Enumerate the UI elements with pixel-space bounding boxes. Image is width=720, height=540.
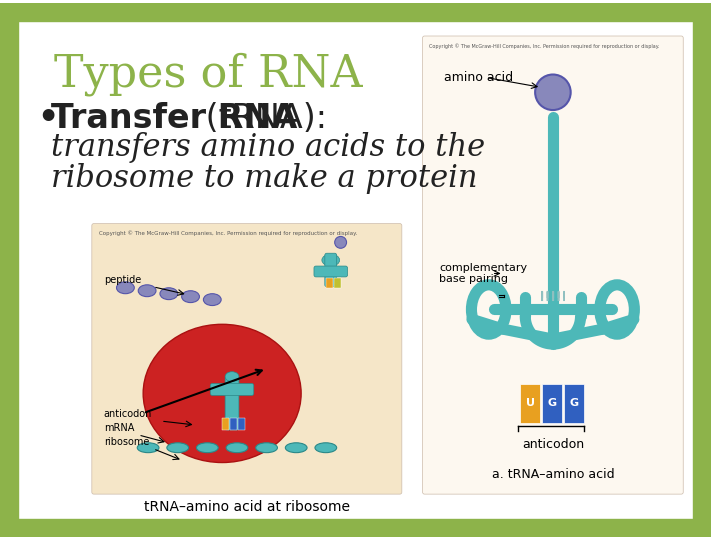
Text: •: • bbox=[37, 102, 59, 135]
Ellipse shape bbox=[285, 443, 307, 453]
Text: ribosome to make a protein: ribosome to make a protein bbox=[51, 164, 478, 194]
Bar bbox=[0, 519, 711, 537]
Text: (tRNA):: (tRNA): bbox=[194, 102, 326, 135]
Text: Types of RNA: Types of RNA bbox=[54, 53, 363, 97]
Ellipse shape bbox=[197, 443, 218, 453]
Ellipse shape bbox=[225, 372, 239, 382]
Ellipse shape bbox=[143, 325, 301, 463]
Bar bbox=[521, 383, 540, 423]
Bar bbox=[564, 383, 583, 423]
Ellipse shape bbox=[335, 237, 346, 248]
Text: tRNA–amino acid at ribosome: tRNA–amino acid at ribosome bbox=[144, 500, 350, 514]
Bar bbox=[542, 383, 562, 423]
Ellipse shape bbox=[181, 291, 199, 302]
Bar bbox=[333, 278, 341, 288]
Bar bbox=[693, 3, 711, 537]
Bar bbox=[238, 418, 245, 430]
FancyBboxPatch shape bbox=[314, 266, 348, 277]
Text: Copyright © The McGraw-Hill Companies, Inc. Permission required for reproduction: Copyright © The McGraw-Hill Companies, I… bbox=[99, 231, 357, 236]
Bar bbox=[326, 278, 333, 288]
FancyBboxPatch shape bbox=[225, 376, 239, 430]
Text: transfers amino acids to the: transfers amino acids to the bbox=[51, 132, 485, 163]
Text: mRNA: mRNA bbox=[104, 423, 134, 433]
Ellipse shape bbox=[226, 443, 248, 453]
Ellipse shape bbox=[256, 443, 277, 453]
Ellipse shape bbox=[322, 254, 340, 266]
Bar bbox=[0, 3, 711, 21]
Text: G: G bbox=[547, 399, 557, 408]
FancyBboxPatch shape bbox=[92, 224, 402, 494]
Text: G: G bbox=[569, 399, 578, 408]
Ellipse shape bbox=[203, 294, 221, 306]
Text: anticodon: anticodon bbox=[104, 409, 152, 419]
Text: complementary
base pairing: complementary base pairing bbox=[439, 262, 528, 284]
Text: Transfer RNA: Transfer RNA bbox=[51, 102, 297, 135]
Text: peptide: peptide bbox=[104, 275, 141, 285]
FancyBboxPatch shape bbox=[210, 383, 253, 395]
Text: amino acid: amino acid bbox=[444, 71, 513, 84]
Text: anticodon: anticodon bbox=[522, 438, 584, 451]
Ellipse shape bbox=[138, 285, 156, 296]
Bar bbox=[0, 3, 18, 537]
Text: U: U bbox=[526, 399, 535, 408]
Ellipse shape bbox=[160, 288, 178, 300]
Text: Copyright © The McGraw-Hill Companies, Inc. Permission required for reproduction: Copyright © The McGraw-Hill Companies, I… bbox=[430, 43, 660, 49]
Text: ribosome: ribosome bbox=[104, 437, 149, 447]
FancyBboxPatch shape bbox=[423, 36, 683, 494]
Bar bbox=[230, 418, 237, 430]
Text: a. tRNA–amino acid: a. tRNA–amino acid bbox=[492, 468, 614, 481]
Ellipse shape bbox=[117, 282, 134, 294]
Ellipse shape bbox=[138, 443, 159, 453]
Circle shape bbox=[535, 75, 571, 110]
Ellipse shape bbox=[315, 443, 337, 453]
Bar bbox=[222, 418, 229, 430]
Ellipse shape bbox=[167, 443, 189, 453]
FancyBboxPatch shape bbox=[325, 253, 337, 287]
